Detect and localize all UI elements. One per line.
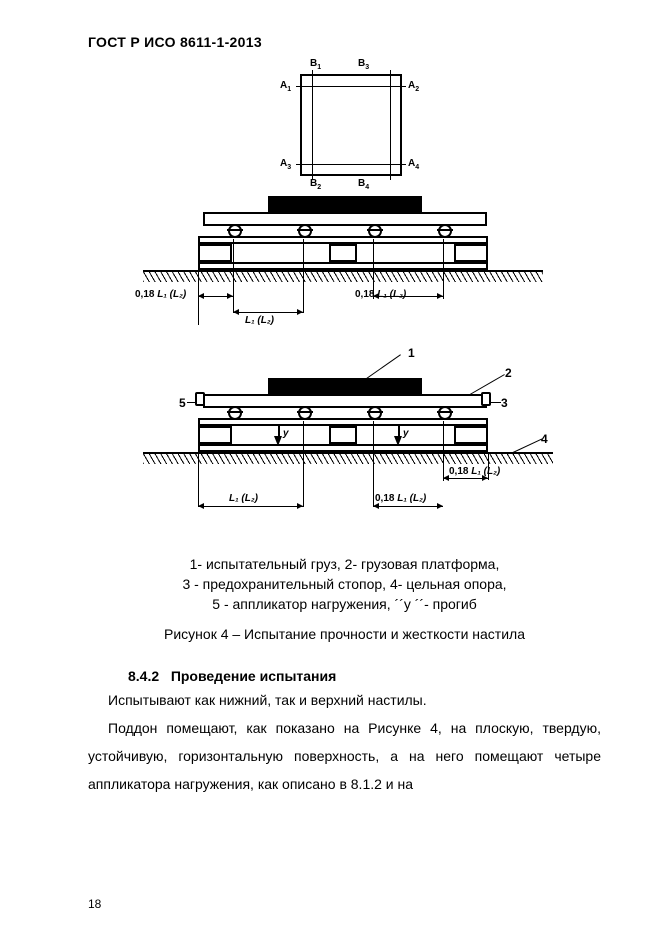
legend-line2: 3 - предохранительный стопор, 4- цельная… [88, 576, 601, 592]
figure-caption: Рисунок 4 – Испытание прочности и жестко… [88, 626, 601, 642]
callout-3: 3 [501, 396, 508, 410]
callout-5: 5 [179, 396, 186, 410]
page-number: 18 [88, 897, 101, 911]
callout-2: 2 [505, 366, 512, 380]
section-heading: 8.4.2 Проведение испытания [128, 668, 601, 684]
legend-line3: 5 - аппликатор нагружения, ´´у ´´- проги… [88, 596, 601, 612]
figure-top-view: B1 B3 A1 A2 A3 A4 B2 B4 [240, 56, 601, 190]
dim-018-R: 0,18 [355, 289, 377, 300]
callout-1: 1 [408, 346, 415, 360]
para-1: Испытывают как нижний, так и верхний нас… [88, 686, 601, 714]
para-2: Поддон помещают, как показано на Рисунке… [88, 714, 601, 798]
y-label-R: y [403, 428, 409, 439]
figure-side-view-2: 1 2 5 3 4 y y [143, 356, 601, 526]
legend-line1: 1- испытательный груз, 2- грузовая платф… [88, 556, 601, 572]
dim2-018-R: 0,18 [449, 466, 471, 477]
dim-L1L2: L₁ (L₂) [245, 315, 274, 326]
dim2-L1L2: L₁ (L₂) [229, 493, 258, 504]
doc-header: ГОСТ Р ИСО 8611-1-2013 [88, 34, 601, 50]
dim2-018-M: 0,18 [375, 493, 397, 504]
dim-018-L: 0,18 [135, 289, 157, 300]
y-label-L: y [283, 428, 289, 439]
figure-side-view-1: 0,18 L₁ (L₂) 0,18 L₁ (L₂) L₁ (L₂) [143, 196, 601, 346]
